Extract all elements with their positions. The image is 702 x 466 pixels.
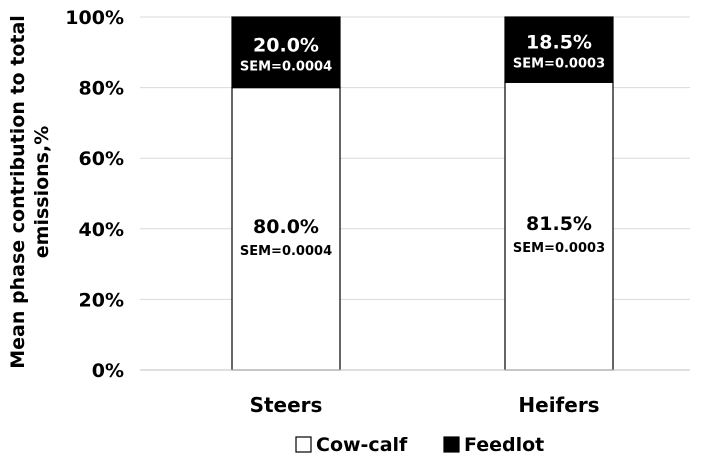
legend-label-cow-calf: Cow-calf	[316, 434, 408, 456]
y-tick-label: 40%	[79, 219, 124, 241]
y-tick-label: 80%	[79, 78, 124, 100]
data-label-feedlot: 20.0%	[253, 34, 319, 56]
data-label-feedlot: 18.5%	[526, 32, 592, 54]
y-tick-label: 100%	[65, 7, 124, 29]
y-tick-label: 20%	[79, 289, 124, 311]
data-labels: 80.0% SEM=0.0004 20.0% SEM=0.0004 81.5% SEM=0…	[240, 32, 605, 259]
x-tick-label: Steers	[250, 393, 323, 417]
legend-swatch-cow-calf	[295, 436, 312, 453]
sem-label-cow-calf: SEM=0.0003	[513, 241, 605, 256]
sem-label-cow-calf: SEM=0.0004	[240, 244, 332, 259]
y-axis-label-line-2: emissions,%	[31, 126, 53, 258]
legend-label-feedlot: Feedlot	[464, 434, 544, 456]
legend-swatch-feedlot	[443, 436, 460, 453]
y-tick-label: 60%	[79, 148, 124, 170]
bar-cow-calf	[231, 86, 341, 371]
legend: Cow-calf Feedlot	[295, 434, 544, 456]
bars	[231, 16, 614, 371]
axes: 0% 20% 40% 60% 80% 100% Steers Heifers	[65, 7, 690, 417]
y-axis-label-line-1: Mean phase contribution to total	[7, 15, 29, 369]
sem-label-feedlot: SEM=0.0004	[240, 59, 332, 74]
x-tick-label: Heifers	[518, 393, 599, 417]
sem-label-feedlot: SEM=0.0003	[513, 57, 605, 72]
y-tick-label: 0%	[92, 360, 124, 382]
data-label-cow-calf: 80.0%	[253, 216, 319, 238]
bar-feedlot	[504, 16, 614, 83]
data-label-cow-calf: 81.5%	[526, 213, 592, 235]
bar-feedlot	[231, 16, 341, 89]
